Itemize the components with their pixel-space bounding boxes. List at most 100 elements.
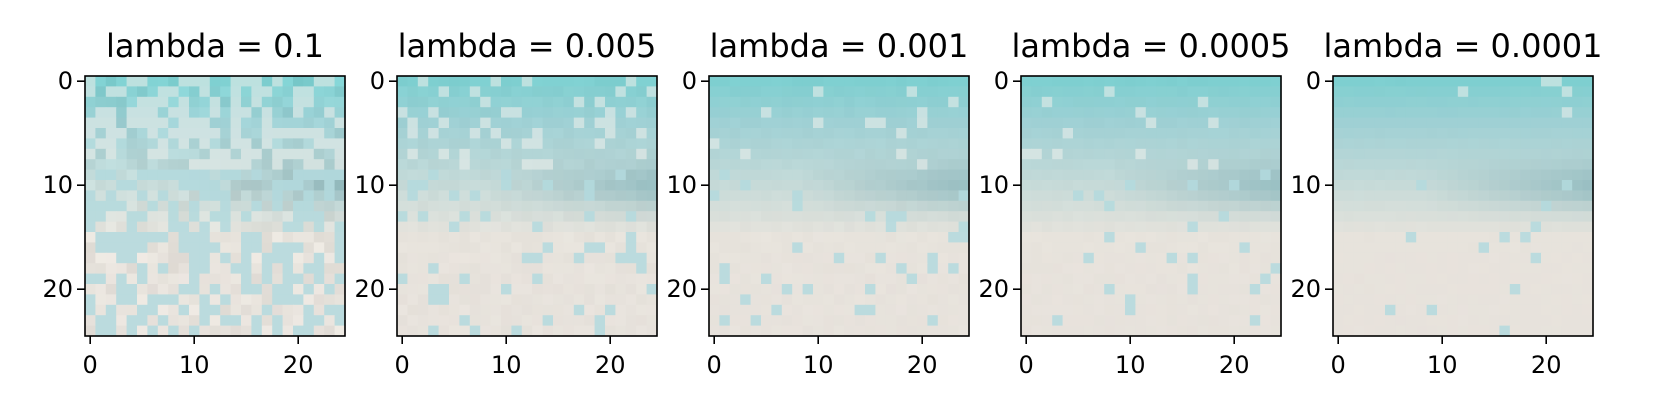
- heatmap-cell: [1499, 76, 1511, 87]
- heatmap-cell: [1270, 169, 1282, 181]
- heatmap-cell: [1187, 232, 1199, 243]
- heatmap-cell: [1405, 159, 1417, 171]
- axes-frame: [1020, 75, 1282, 337]
- y-tick-label: 0: [58, 67, 73, 95]
- heatmap-cell: [1499, 200, 1511, 212]
- heatmap-cell: [1229, 117, 1240, 129]
- heatmap-cell: [1031, 190, 1043, 202]
- heatmap-cell: [1187, 252, 1199, 264]
- heatmap-cell: [709, 117, 720, 129]
- heatmap-cell: [1374, 117, 1386, 129]
- heatmap-cell: [792, 76, 804, 87]
- heatmap-cell: [636, 211, 648, 223]
- heatmap-cell: [709, 107, 720, 119]
- heatmap-cell: [865, 86, 876, 98]
- heatmap-cell: [272, 117, 284, 129]
- heatmap-cell: [1541, 180, 1552, 191]
- heatmap-cell: [230, 242, 242, 254]
- heatmap-cell: [449, 96, 460, 108]
- heatmap-cell: [1062, 284, 1074, 295]
- heatmap-cell: [833, 284, 845, 295]
- heatmap-cell: [147, 200, 159, 212]
- heatmap-cell: [927, 128, 939, 139]
- heatmap-cell: [1395, 304, 1407, 316]
- heatmap-cell: [230, 315, 242, 327]
- heatmap-cell: [719, 315, 731, 327]
- heatmap-cell: [636, 242, 648, 254]
- heatmap-cell: [1114, 180, 1126, 191]
- heatmap-cell: [1208, 315, 1220, 327]
- heatmap-cell: [1353, 200, 1365, 212]
- heatmap-cell: [646, 138, 658, 150]
- heatmap-cell: [1489, 86, 1500, 98]
- heatmap-cell: [1073, 159, 1084, 171]
- heatmap-cell: [1478, 180, 1490, 191]
- heatmap-cell: [1021, 284, 1032, 295]
- heatmap-cell: [168, 76, 180, 87]
- heatmap-cell: [1447, 190, 1459, 202]
- heatmap-cell: [417, 325, 429, 337]
- heatmap-cell: [282, 304, 294, 316]
- heatmap-cell: [605, 284, 616, 295]
- heatmap-cell: [241, 273, 252, 285]
- heatmap-cell: [823, 315, 835, 327]
- heatmap-cell: [844, 76, 856, 87]
- heatmap-cell: [802, 148, 814, 160]
- heatmap-cell: [511, 221, 523, 233]
- heatmap-cell: [480, 148, 492, 160]
- heatmap-cell: [1218, 148, 1230, 160]
- heatmap-cell: [1041, 159, 1053, 171]
- heatmap-cell: [95, 211, 107, 223]
- heatmap-cell: [209, 221, 221, 233]
- heatmap-cell: [157, 294, 169, 306]
- heatmap-cell: [1416, 128, 1428, 139]
- heatmap-cell: [1021, 128, 1032, 139]
- heatmap-cell: [1416, 211, 1428, 223]
- heatmap-cell: [542, 242, 554, 254]
- heatmap-cell: [251, 86, 263, 98]
- heatmap-cell: [1208, 242, 1220, 254]
- heatmap-cell: [1582, 284, 1594, 295]
- heatmap-cell: [157, 252, 169, 264]
- heatmap-cell: [1478, 169, 1490, 181]
- heatmap-cell: [1093, 242, 1105, 254]
- heatmap-cell: [1509, 86, 1521, 98]
- heatmap-cell: [199, 315, 211, 327]
- heatmap-cell: [1166, 315, 1178, 327]
- heatmap-cell: [594, 273, 606, 285]
- heatmap-cell: [1426, 304, 1438, 316]
- heatmap-cell: [636, 148, 648, 160]
- heatmap-cell: [480, 304, 492, 316]
- heatmap-cell: [1197, 148, 1209, 160]
- heatmap-cell: [334, 96, 346, 108]
- heatmap-cell: [1135, 138, 1147, 150]
- heatmap-cell: [1551, 315, 1563, 327]
- heatmap-cell: [1385, 284, 1396, 295]
- heatmap-cell: [459, 159, 471, 171]
- heatmap-cell: [1478, 315, 1490, 327]
- heatmap-cell: [937, 169, 949, 181]
- heatmap-cell: [1333, 117, 1344, 129]
- heatmap-cell: [1551, 200, 1563, 212]
- heatmap-cell: [948, 273, 960, 285]
- heatmap-cell: [272, 128, 284, 139]
- heatmap-cell: [157, 169, 169, 181]
- heatmap-cell: [709, 252, 720, 264]
- heatmap-cell: [750, 76, 762, 87]
- heatmap-cell: [844, 159, 856, 171]
- heatmap-cell: [729, 128, 741, 139]
- heatmap-cell: [251, 107, 263, 119]
- heatmap-cell: [1093, 200, 1105, 212]
- heatmap-cell: [1530, 159, 1542, 171]
- heatmap-cell: [865, 304, 876, 316]
- heatmap-cell: [584, 117, 596, 129]
- heatmap-cell: [1489, 325, 1500, 337]
- heatmap-cell: [293, 304, 304, 316]
- heatmap-cell: [251, 232, 263, 243]
- heatmap-cell: [1520, 263, 1532, 275]
- heatmap-cell: [189, 273, 200, 285]
- heatmap-cell: [1166, 169, 1178, 181]
- heatmap-cell: [1166, 273, 1178, 285]
- heatmap-cell: [137, 96, 148, 108]
